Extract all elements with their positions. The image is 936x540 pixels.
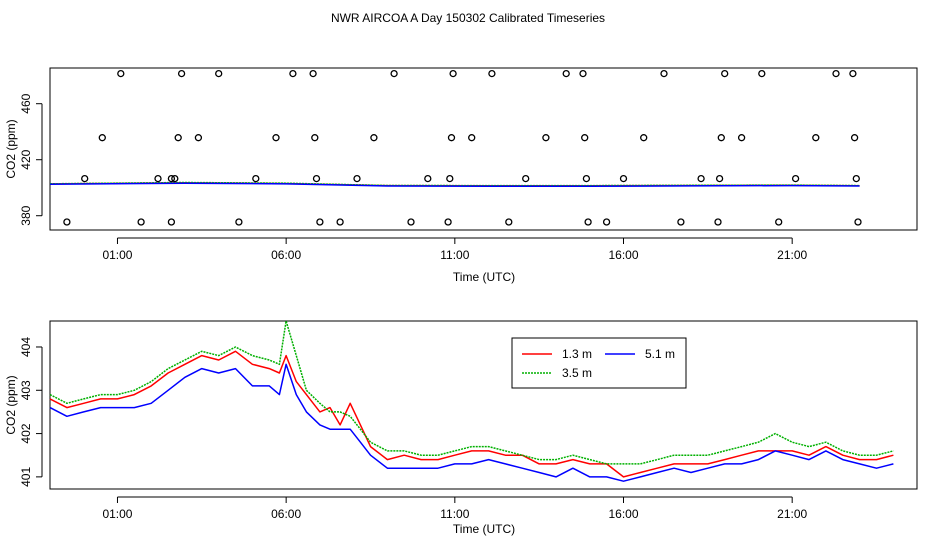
data-point [582, 174, 591, 183]
data-point [272, 134, 280, 142]
data-point [721, 69, 729, 78]
data-point [640, 134, 648, 142]
data-point [117, 69, 125, 78]
data-point [714, 218, 722, 226]
data-point [444, 218, 452, 226]
data-point [677, 218, 685, 226]
x-tick-label: 16:00 [608, 248, 638, 262]
data-point [446, 174, 454, 183]
data-point [447, 134, 456, 142]
data-point [775, 218, 783, 226]
y-tick-label: 403 [19, 380, 33, 400]
x-tick-label: 11:00 [440, 507, 469, 521]
bottom-yaxis-label: CO2 (ppm) [4, 375, 18, 434]
data-point [812, 134, 820, 142]
data-point [424, 174, 432, 183]
data-point [850, 134, 859, 142]
data-point [81, 174, 89, 183]
data-point [311, 134, 319, 142]
data-point [309, 69, 317, 78]
y-tick-label: 401 [19, 467, 33, 487]
data-point [758, 69, 766, 78]
data-point [336, 218, 344, 226]
y-tick-label: 380 [19, 205, 33, 225]
x-tick-label: 01:00 [102, 248, 132, 262]
data-point [98, 134, 106, 142]
y-tick-label: 402 [19, 423, 33, 443]
data-point [312, 174, 321, 183]
top-xaxis-label: Time (UTC) [453, 270, 515, 284]
data-point [235, 218, 243, 226]
data-point [854, 218, 862, 226]
legend: 1.3 m 3.5 m 5.1 m [511, 337, 687, 389]
x-tick-label: 06:00 [271, 248, 301, 262]
data-point [167, 218, 176, 226]
data-point [370, 134, 378, 142]
data-point [852, 174, 860, 183]
data-point [194, 134, 203, 142]
top-panel: Time (UTC) CO2 (ppm) 01:00 06:00 11:00 16:0… [4, 67, 918, 284]
x-tick-label: 01:00 [102, 507, 132, 521]
data-point [449, 69, 457, 78]
chart-title: NWR AIRCOA A Day 150302 Calibrated Times… [331, 11, 605, 25]
data-point [832, 69, 840, 78]
bottom-xaxis-label: Time (UTC) [453, 522, 515, 536]
data-point [174, 134, 182, 142]
data-point [717, 134, 725, 142]
data-point [488, 69, 496, 78]
data-point [579, 69, 587, 78]
data-point [522, 174, 530, 183]
data-point [468, 134, 476, 142]
y-tick-label: 404 [19, 337, 33, 357]
x-tick-label: 21:00 [777, 507, 807, 521]
series-line-5-1-m [49, 363, 894, 482]
data-point [660, 69, 668, 78]
data-point [177, 69, 186, 78]
data-point [697, 174, 705, 183]
x-tick-label: 21:00 [777, 248, 807, 262]
data-point [289, 69, 297, 78]
data-point [167, 174, 176, 183]
legend-box [511, 337, 687, 389]
series-line-1-3-m [49, 350, 894, 478]
data-point [252, 174, 260, 183]
data-point [505, 218, 513, 226]
data-point [353, 174, 361, 183]
data-point [215, 69, 223, 78]
data-point [390, 69, 398, 78]
data-point [715, 174, 724, 183]
data-point [791, 174, 800, 183]
data-point [737, 134, 746, 142]
series-line-5-1-m [49, 182, 860, 188]
data-point [316, 218, 324, 226]
data-point [584, 218, 592, 226]
x-tick-label: 16:00 [608, 507, 638, 521]
data-point [562, 69, 570, 78]
data-point [602, 218, 611, 226]
data-point [849, 69, 857, 78]
bottom-panel: Time (UTC) CO2 (ppm) 1.3 m 3.5 m 5.1 m 0… [4, 320, 918, 536]
legend-label-1-3m: 1.3 m [562, 347, 592, 361]
series-line-3-5-m [49, 320, 894, 465]
x-tick-label: 06:00 [271, 507, 301, 521]
x-tick-label: 11:00 [440, 248, 469, 262]
data-point [154, 174, 162, 183]
data-point [137, 218, 145, 226]
data-point [171, 174, 179, 183]
legend-label-5-1m: 5.1 m [645, 347, 675, 361]
top-yaxis-label: CO2 (ppm) [4, 119, 18, 178]
y-tick-label: 460 [19, 93, 33, 113]
top-plot-frame [49, 67, 918, 231]
data-point [63, 218, 71, 226]
y-tick-label: 420 [19, 149, 33, 169]
legend-label-3-5m: 3.5 m [562, 366, 592, 380]
data-point [407, 218, 415, 226]
data-point [581, 134, 589, 142]
data-point [619, 174, 628, 183]
bottom-plot-frame [49, 320, 918, 490]
data-point [542, 134, 550, 142]
